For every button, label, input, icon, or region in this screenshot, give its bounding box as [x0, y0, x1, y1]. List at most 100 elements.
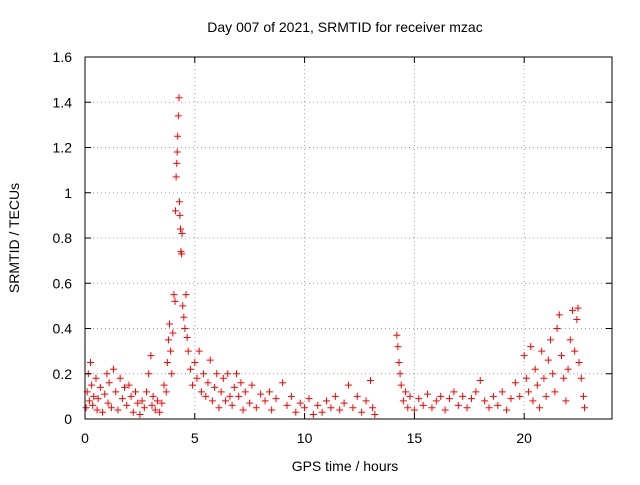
data-point	[544, 356, 552, 364]
data-point	[175, 198, 183, 206]
data-point	[183, 334, 191, 342]
data-point	[393, 331, 401, 339]
data-point	[177, 225, 185, 233]
y-tick-label: 1.4	[53, 94, 73, 110]
data-point	[134, 399, 142, 407]
data-point	[396, 370, 404, 378]
points-layer	[82, 94, 589, 418]
data-point	[441, 406, 449, 414]
data-point	[538, 347, 546, 355]
data-point	[104, 399, 112, 407]
data-point	[283, 401, 291, 409]
data-point	[397, 381, 405, 389]
data-point	[568, 306, 576, 314]
data-point	[485, 404, 493, 412]
data-point	[467, 395, 475, 403]
data-point	[158, 399, 166, 407]
data-point	[369, 404, 377, 412]
data-point	[217, 388, 225, 396]
data-point	[459, 392, 467, 400]
data-point	[103, 370, 111, 378]
data-point	[571, 347, 579, 355]
data-point	[345, 381, 352, 389]
data-point	[402, 388, 410, 396]
data-point	[179, 302, 187, 310]
y-tick-label: 0	[64, 411, 72, 427]
data-point	[173, 148, 181, 156]
data-point	[82, 404, 90, 412]
data-point	[99, 408, 107, 416]
data-point	[323, 397, 331, 405]
data-point	[362, 397, 370, 405]
data-point	[127, 392, 135, 400]
data-point	[213, 370, 221, 378]
data-point	[151, 406, 159, 414]
data-point	[410, 406, 418, 414]
data-point	[153, 397, 161, 405]
data-point	[94, 395, 102, 403]
data-point	[437, 392, 445, 400]
data-point	[202, 392, 210, 400]
data-point	[86, 358, 94, 366]
data-point	[174, 132, 182, 140]
data-point	[228, 401, 236, 409]
data-point	[564, 365, 572, 373]
y-tick-label: 1	[64, 185, 72, 201]
data-point	[163, 358, 171, 366]
data-point	[395, 358, 403, 366]
y-tick-label: 0.6	[53, 275, 73, 291]
data-point	[575, 358, 583, 366]
data-point	[296, 399, 304, 407]
x-tick-label: 15	[407, 430, 423, 446]
data-point	[531, 365, 539, 373]
data-point	[233, 370, 241, 378]
data-point	[160, 381, 168, 389]
data-point	[394, 343, 402, 351]
y-axis-label: SRMTID / TECUs	[6, 183, 22, 293]
data-point	[450, 388, 458, 396]
data-point	[371, 410, 379, 418]
x-tick-label: 5	[191, 430, 199, 446]
data-point	[136, 410, 144, 418]
data-point	[366, 377, 374, 385]
data-point	[89, 401, 97, 409]
data-point	[318, 408, 326, 416]
ticks-layer: 0 0.2 0.4 0.6 0.8 1 1.2 1.4 1.6 0 5 10 15 20	[53, 49, 612, 446]
data-point	[101, 390, 109, 398]
data-point	[167, 347, 175, 355]
data-point	[327, 404, 335, 412]
data-point	[454, 401, 462, 409]
data-point	[197, 388, 205, 396]
data-point	[301, 404, 309, 412]
x-tick-label: 10	[297, 430, 313, 446]
data-point	[166, 320, 174, 328]
data-point	[112, 388, 120, 396]
data-point	[406, 392, 414, 400]
data-point	[168, 370, 176, 378]
data-point	[239, 406, 247, 414]
grid-layer	[85, 57, 612, 419]
data-point	[145, 370, 153, 378]
data-point	[446, 395, 454, 403]
data-point	[511, 379, 519, 387]
data-point	[93, 406, 101, 414]
data-point	[180, 313, 188, 321]
data-point	[90, 392, 98, 400]
data-point	[516, 392, 524, 400]
data-point	[489, 392, 497, 400]
data-point	[174, 112, 182, 120]
data-point	[241, 388, 249, 396]
data-point	[237, 379, 245, 387]
data-point	[181, 325, 189, 332]
y-tick-label: 1.2	[53, 140, 73, 156]
data-point	[88, 381, 96, 389]
data-point	[481, 397, 489, 405]
data-point	[138, 397, 146, 405]
data-point	[529, 397, 537, 405]
data-point	[549, 370, 557, 378]
data-point	[399, 397, 407, 405]
data-point	[110, 365, 118, 373]
data-point	[547, 336, 555, 344]
